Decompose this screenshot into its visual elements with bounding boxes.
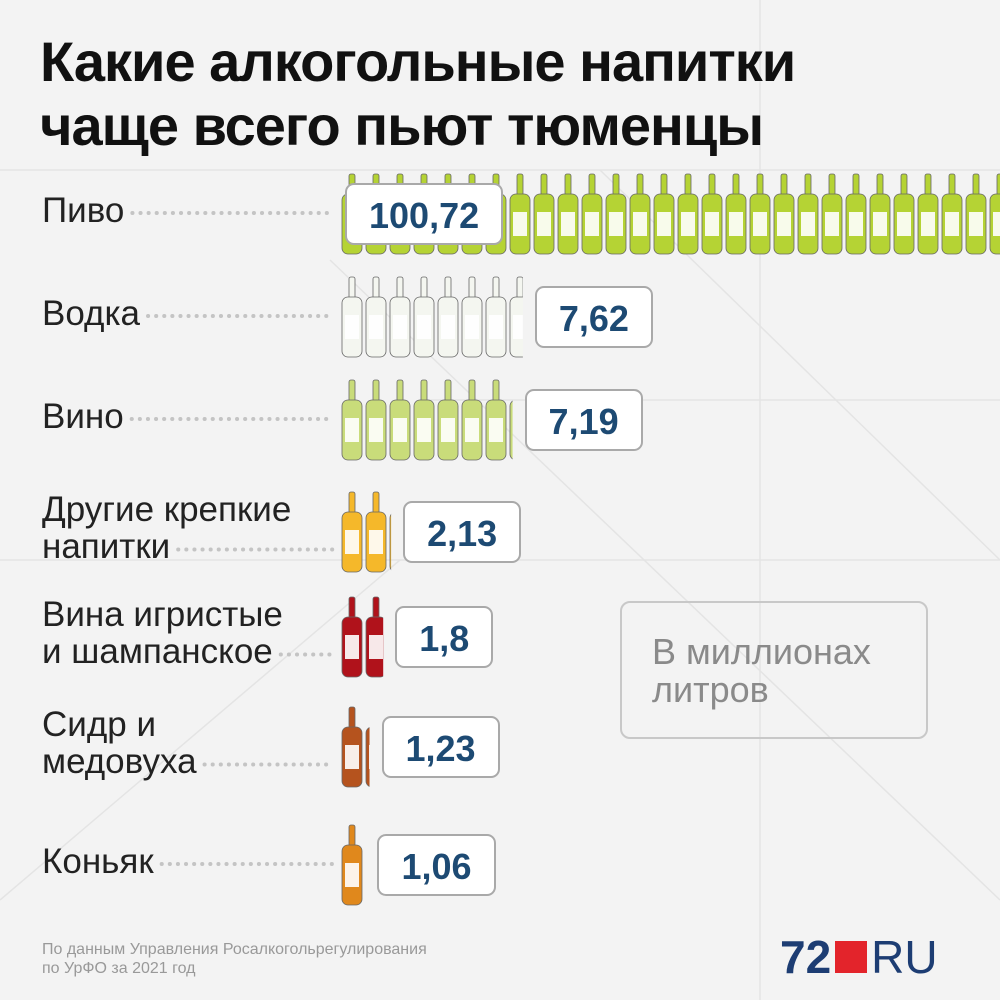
category-label: Вина игристые и шампанское <box>42 595 283 671</box>
category-label: Водка <box>42 293 141 333</box>
value-label: 7,62 <box>534 286 653 348</box>
category-label: Коньяк <box>42 841 154 881</box>
logo-text: RU <box>871 931 938 983</box>
bottle-row <box>340 705 370 789</box>
bottle-row <box>340 823 366 907</box>
logo-square <box>835 941 868 973</box>
value-label: 1,8 <box>395 606 494 668</box>
value-label: 7,19 <box>524 389 643 451</box>
bottle-row <box>340 275 523 359</box>
chart-title: Какие алкогольные напитки чаще всего пью… <box>40 30 796 157</box>
bottle-row <box>340 378 513 462</box>
category-label: Другие крепкие напитки <box>42 490 292 566</box>
category-label: Сидр и медовуха <box>42 705 197 781</box>
value-label: 1,06 <box>377 834 496 896</box>
value-label: 2,13 <box>403 501 522 563</box>
category-label: Вино <box>42 396 124 436</box>
bottle-row <box>340 595 384 679</box>
value-label: 100,72 <box>345 183 504 245</box>
logo-number: 72 <box>780 931 832 983</box>
bottle-row <box>340 490 392 574</box>
background-line <box>0 559 401 901</box>
value-label: 1,23 <box>381 716 500 778</box>
source-note: По данным Управления Росалкогольрегулиро… <box>42 941 427 977</box>
category-label: Пиво <box>42 190 125 230</box>
logo: 72 RU <box>780 930 938 984</box>
background-line <box>329 259 1000 901</box>
unit-note: В миллионах литров <box>620 601 928 739</box>
